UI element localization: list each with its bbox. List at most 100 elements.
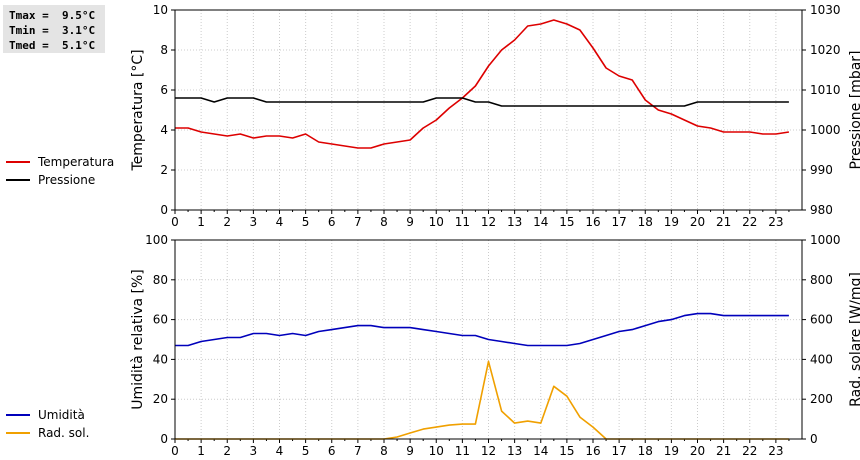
- legend-swatch: [6, 161, 30, 163]
- chart2-x-tick-label: 11: [455, 444, 470, 458]
- legend-label: Rad. sol.: [38, 426, 90, 440]
- chart2-x-tick-label: 7: [354, 444, 362, 458]
- chart2-x-tick-label: 1: [197, 444, 205, 458]
- chart1-y2-tick-label: 1030: [810, 3, 841, 17]
- stat-row-tmed: Tmed = 5.1°C: [9, 39, 96, 52]
- chart1-x-tick-label: 3: [250, 215, 258, 229]
- chart2-y2-tick-label: 400: [810, 352, 833, 366]
- chart2-x-tick-label: 20: [690, 444, 705, 458]
- chart2-y2-tick-label: 600: [810, 313, 833, 327]
- chart1-x-tick-label: 17: [611, 215, 626, 229]
- chart2-x-tick-label: 18: [638, 444, 653, 458]
- chart2-x-tick-label: 17: [611, 444, 626, 458]
- chart1-x-tick-label: 9: [406, 215, 414, 229]
- stat-value: 9.5°C: [62, 9, 96, 22]
- chart1-x-tick-label: 5: [302, 215, 310, 229]
- chart2-y2-tick-label: 1000: [810, 233, 841, 247]
- chart2-x-tick-label: 4: [276, 444, 284, 458]
- legend-label: Pressione: [38, 173, 96, 187]
- chart2-x-tick-label: 12: [481, 444, 496, 458]
- chart2-y-tick-label: 100: [145, 233, 168, 247]
- chart1-y2-tick-label: 1020: [810, 43, 841, 57]
- chart2-y-axis-label: Umidità relativa [%]: [130, 269, 146, 410]
- chart1-x-tick-label: 15: [559, 215, 574, 229]
- chart1-x-tick-label: 20: [690, 215, 705, 229]
- chart1-x-tick-label: 8: [380, 215, 388, 229]
- chart2-x-tick-label: 3: [250, 444, 258, 458]
- stat-label: Tmax: [9, 9, 36, 22]
- chart2-y-tick-label: 20: [153, 392, 168, 406]
- chart1-x-tick-label: 11: [455, 215, 470, 229]
- chart1-plot-frame: [174, 9, 803, 211]
- chart2-y2-tick-label: 200: [810, 392, 833, 406]
- chart1-y2-tick-label: 1010: [810, 83, 841, 97]
- chart1-x-tick-label: 4: [276, 215, 284, 229]
- chart2-x-tick-label: 21: [716, 444, 731, 458]
- chart1-y-tick-label: 10: [153, 3, 168, 17]
- chart2-y-tick-label: 0: [160, 432, 168, 446]
- stat-value: 3.1°C: [62, 24, 96, 37]
- chart1-y-axis-label: Temperatura [°C]: [130, 49, 146, 171]
- chart1-x-tick-label: 18: [638, 215, 653, 229]
- chart1-x-tick-label: 1: [197, 215, 205, 229]
- chart1-y2-tick-label: 1000: [810, 123, 841, 137]
- chart2-plot-frame: [174, 239, 803, 440]
- chart1-x-tick-label: 7: [354, 215, 362, 229]
- chart1-y-tick-label: 2: [160, 163, 168, 177]
- chart2-x-tick-label: 19: [664, 444, 679, 458]
- chart2-x-tick-label: 0: [171, 444, 179, 458]
- legend-swatch: [6, 432, 30, 434]
- chart1-x-tick-label: 6: [328, 215, 336, 229]
- chart1-y-tick-label: 4: [160, 123, 168, 137]
- chart1-y-tick-label: 8: [160, 43, 168, 57]
- chart1-x-tick-label: 21: [716, 215, 731, 229]
- chart2-y-tick-label: 40: [153, 352, 168, 366]
- chart1-y2-tick-label: 980: [810, 203, 833, 217]
- chart2-x-tick-label: 23: [768, 444, 783, 458]
- chart2-x-tick-label: 2: [223, 444, 231, 458]
- chart2-y2-tick-label: 0: [810, 432, 818, 446]
- chart1-x-tick-label: 22: [742, 215, 757, 229]
- stats-box: Tmax = 9.5°C Tmin = 3.1°C Tmed = 5.1°C: [3, 5, 105, 53]
- chart1-x-tick-label: 2: [223, 215, 231, 229]
- chart2-y2-axis-label: Rad. solare [W/mq]: [848, 272, 860, 407]
- chart2-y-tick-label: 60: [153, 313, 168, 327]
- chart1-series-pressione-line: [175, 97, 789, 107]
- chart1-x-tick-label: 23: [768, 215, 783, 229]
- chart2-x-tick-label: 8: [380, 444, 388, 458]
- chart2-y-tick-label: 80: [153, 273, 168, 287]
- chart1-y2-axis-label: Pressione [mbar]: [848, 50, 860, 169]
- legend-label: Umidità: [38, 408, 85, 422]
- chart1-x-tick-label: 0: [171, 215, 179, 229]
- chart1-x-tick-label: 19: [664, 215, 679, 229]
- chart2-x-tick-label: 16: [585, 444, 600, 458]
- chart2-x-tick-label: 22: [742, 444, 757, 458]
- stat-label: Tmin: [9, 24, 36, 37]
- chart1-y-tick-label: 6: [160, 83, 168, 97]
- chart2-series-umidit-line: [175, 312, 789, 347]
- chart2-x-tick-label: 10: [429, 444, 444, 458]
- chart1-x-tick-label: 13: [507, 215, 522, 229]
- chart1-series-temperatura-line: [175, 19, 790, 149]
- chart2-x-tick-label: 5: [302, 444, 310, 458]
- chart2-x-tick-label: 6: [328, 444, 336, 458]
- stat-value: 5.1°C: [62, 39, 96, 52]
- chart2-y2-tick-label: 800: [810, 273, 833, 287]
- chart1-y2-tick-label: 990: [810, 163, 833, 177]
- chart1-x-tick-label: 14: [533, 215, 548, 229]
- chart1-y-tick-label: 0: [160, 203, 168, 217]
- chart1-x-tick-label: 10: [429, 215, 444, 229]
- chart1-x-tick-label: 16: [585, 215, 600, 229]
- chart2-x-tick-label: 13: [507, 444, 522, 458]
- chart2-x-tick-label: 15: [559, 444, 574, 458]
- stat-label: Tmed: [9, 39, 36, 52]
- stat-row-tmin: Tmin = 3.1°C: [9, 24, 96, 37]
- chart1-x-tick-label: 12: [481, 215, 496, 229]
- chart2-x-tick-label: 14: [533, 444, 548, 458]
- chart2-x-tick-label: 9: [406, 444, 414, 458]
- stat-row-tmax: Tmax = 9.5°C: [9, 9, 96, 22]
- legend-swatch: [6, 414, 30, 416]
- chart2-series-rad-sol-line: [175, 360, 789, 440]
- legend-swatch: [6, 179, 30, 181]
